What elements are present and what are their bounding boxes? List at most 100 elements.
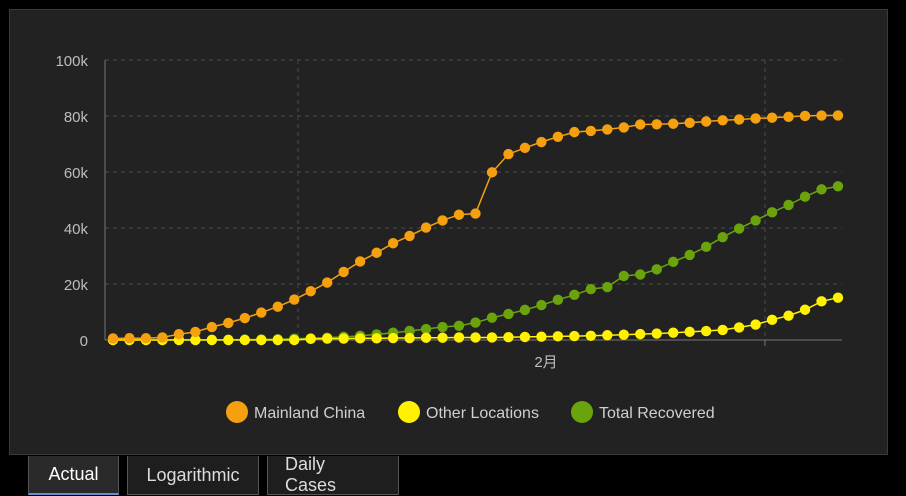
data-point (470, 332, 481, 343)
data-point (437, 215, 448, 226)
legend-marker[interactable] (571, 401, 593, 423)
x-tick-label: 2月 (534, 354, 557, 371)
legend-marker[interactable] (398, 401, 420, 423)
data-point (700, 116, 712, 127)
data-point (700, 325, 712, 337)
data-point (816, 296, 827, 307)
data-point (289, 294, 300, 305)
data-point (387, 332, 399, 344)
data-point (503, 148, 514, 160)
data-point (783, 111, 794, 123)
data-point (223, 334, 234, 346)
data-point (651, 119, 662, 130)
tab-actual[interactable]: Actual (28, 456, 119, 495)
data-point (750, 215, 761, 226)
data-point (668, 327, 679, 338)
data-point (618, 122, 629, 133)
data-point (733, 322, 745, 333)
tab-daily-cases[interactable]: Daily Cases (267, 454, 399, 495)
data-point (602, 281, 613, 293)
data-point (783, 310, 794, 321)
data-point (700, 241, 712, 253)
legend-label[interactable]: Total Recovered (599, 405, 715, 422)
data-point (552, 294, 564, 306)
legend-marker[interactable] (226, 401, 248, 423)
data-point (635, 119, 646, 130)
data-point (107, 333, 119, 344)
data-point (832, 181, 844, 192)
data-point (486, 312, 498, 323)
data-point (305, 333, 316, 345)
data-point (173, 328, 185, 340)
data-point (519, 331, 531, 343)
data-point (470, 317, 481, 328)
data-point (387, 238, 399, 249)
y-tick-label: 20k (64, 277, 89, 294)
data-point (816, 110, 827, 121)
data-point (503, 332, 514, 343)
data-point (602, 124, 613, 135)
y-tick-label: 60k (64, 165, 89, 182)
data-point (354, 256, 366, 267)
data-point (766, 207, 778, 218)
y-tick-label: 40k (64, 221, 89, 238)
data-point (322, 277, 333, 288)
data-point (190, 334, 201, 346)
data-point (585, 283, 597, 295)
data-point (420, 222, 432, 233)
data-point (569, 126, 580, 138)
data-point (453, 332, 465, 343)
data-point (750, 113, 761, 124)
data-point (470, 208, 481, 219)
data-point (305, 286, 316, 297)
data-point (799, 191, 811, 202)
data-point (618, 329, 629, 340)
data-point (799, 110, 811, 122)
data-point (684, 249, 695, 261)
data-point (371, 333, 382, 344)
data-point (651, 328, 662, 339)
data-point (519, 304, 531, 316)
data-point (338, 333, 349, 344)
data-point (371, 247, 382, 258)
data-point (536, 331, 547, 342)
line-chart: 0 20k 40k 60k 80k 100k 2月 Mainland China Other L… (55, 53, 844, 423)
data-point (404, 332, 415, 344)
data-point (799, 304, 811, 315)
data-point (816, 184, 827, 195)
data-point (437, 321, 448, 333)
data-point (420, 323, 432, 335)
data-point (272, 334, 283, 346)
data-point (256, 307, 267, 318)
data-point (322, 333, 333, 344)
legend-label[interactable]: Mainland China (254, 405, 365, 422)
data-point (750, 319, 761, 330)
data-point (354, 333, 366, 344)
data-point (602, 330, 613, 341)
data-point (536, 299, 547, 311)
data-point (256, 334, 267, 346)
data-point (832, 110, 844, 121)
data-point (338, 266, 349, 278)
tab-logarithmic[interactable]: Logarithmic (127, 456, 259, 495)
data-point (453, 209, 465, 220)
data-point (437, 332, 448, 343)
legend-label[interactable]: Other Locations (426, 405, 539, 422)
data-point (635, 328, 646, 340)
data-point (552, 331, 564, 342)
data-point (486, 167, 498, 178)
data-point (585, 330, 597, 341)
data-point (239, 312, 251, 324)
data-point (503, 308, 514, 320)
chart-panel: 0 20k 40k 60k 80k 100k 2月 Mainland China Other L… (9, 9, 888, 455)
data-point (272, 301, 283, 312)
chart-tabs: Actual Logarithmic Daily Cases (28, 454, 399, 495)
data-point (717, 115, 728, 126)
data-point (733, 223, 745, 234)
data-point (206, 321, 218, 333)
data-point (569, 289, 580, 301)
data-point (766, 314, 778, 326)
data-point (404, 230, 415, 242)
data-point (420, 332, 432, 343)
series-line-mainland-china (112, 114, 839, 340)
